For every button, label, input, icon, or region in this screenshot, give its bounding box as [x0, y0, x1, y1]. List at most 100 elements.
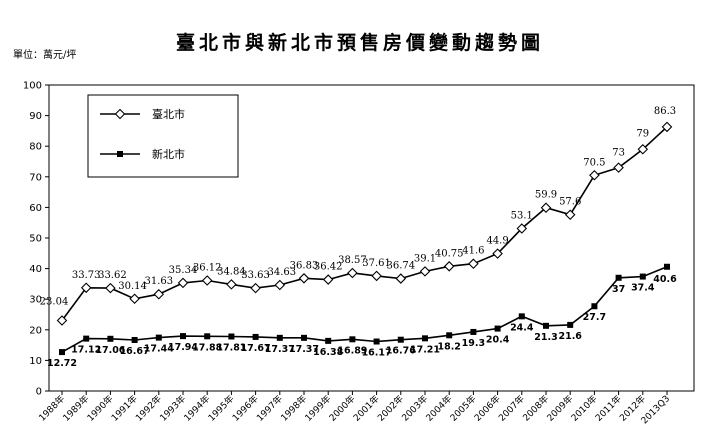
data-point-square: [349, 336, 356, 343]
data-point-diamond: [468, 258, 479, 269]
data-point-diamond: [637, 143, 649, 155]
y-tick-label: 70: [29, 172, 42, 183]
data-point-square: [567, 321, 574, 328]
data-label: 17.37: [289, 344, 319, 355]
data-point-square: [639, 273, 646, 280]
data-label: 16.38: [313, 347, 343, 358]
y-tick-label: 30: [29, 295, 42, 306]
x-tick-label: 1989年: [60, 393, 91, 424]
series-line-2: [61, 266, 668, 353]
x-tick-label: 1994年: [181, 393, 212, 424]
data-label: 44.9: [486, 236, 508, 247]
x-tick-label: 1993年: [157, 393, 188, 424]
y-tick-label: 90: [29, 111, 42, 122]
x-tick-label: 1995年: [205, 393, 236, 424]
data-point-square: [543, 322, 549, 329]
data-label: 59.9: [535, 190, 557, 201]
x-tick-label: 2002年: [375, 393, 406, 424]
data-point-square: [325, 337, 332, 344]
data-label: 12.72: [47, 358, 77, 369]
data-point-diamond: [105, 282, 116, 294]
data-point-diamond: [661, 121, 673, 133]
data-point-diamond: [153, 288, 165, 300]
legend-marker-square: [117, 151, 123, 157]
legend-label: 臺北市: [152, 107, 185, 121]
data-point-square: [397, 336, 404, 343]
data-label: 16.67: [120, 346, 150, 357]
data-label: 30.14: [118, 281, 147, 292]
data-label: 17.12: [71, 345, 101, 356]
data-label: 40.75: [435, 248, 464, 259]
data-label: 17.88: [192, 342, 222, 353]
data-point-square: [252, 333, 259, 340]
data-point-diamond: [56, 315, 68, 326]
data-point-diamond: [395, 273, 407, 284]
data-label: 33.62: [98, 270, 127, 281]
y-tick-label: 80: [29, 142, 42, 153]
data-point-square: [373, 338, 380, 345]
data-point-diamond: [80, 282, 92, 294]
unit-label: 單位：萬元/坪: [13, 50, 77, 61]
data-point-square: [470, 328, 477, 335]
data-point-diamond: [443, 261, 455, 272]
data-point-diamond: [250, 282, 261, 294]
data-label: 20.4: [486, 335, 510, 346]
chart-title: 臺北市與新北市預售房價變動趨勢圖: [175, 32, 544, 54]
data-point-square: [615, 274, 622, 281]
data-label: 36.83: [290, 260, 319, 271]
data-label: 35.34: [169, 265, 198, 276]
data-label: 17.67: [241, 343, 271, 354]
data-point-diamond: [564, 209, 576, 221]
data-point-diamond: [177, 277, 189, 289]
y-tick-label: 40: [29, 264, 42, 275]
data-label: 21.6: [558, 331, 582, 342]
data-point-square: [83, 335, 90, 342]
data-point-square: [301, 334, 307, 341]
data-point-square: [228, 333, 235, 340]
data-label: 34.63: [267, 267, 296, 278]
data-point-square: [446, 332, 453, 339]
data-label: 33.73: [72, 270, 101, 281]
data-label: 37.61: [362, 258, 391, 269]
x-tick-label: 1991年: [109, 393, 140, 424]
data-point-diamond: [347, 267, 358, 279]
y-tick-label: 0: [36, 387, 42, 398]
data-point-square: [131, 336, 138, 343]
data-label: 18.2: [437, 341, 460, 352]
data-label: 37.4: [631, 283, 655, 294]
data-labels: 23.04 33.7333.6230.1431.6335.3436.1234.84…: [40, 106, 677, 369]
data-point-diamond: [371, 270, 382, 282]
data-point-diamond: [589, 169, 600, 181]
data-label: 86.3: [654, 106, 676, 117]
legend-label: 新北市: [152, 147, 185, 161]
data-label: 36.74: [386, 261, 415, 272]
y-axis-ticks: 0 10 20 30 40 50 60 70 80 90 100: [23, 81, 49, 398]
data-point-square: [276, 334, 283, 341]
x-tick-label: 1998年: [278, 393, 309, 424]
data-point-square: [204, 333, 211, 340]
data-label: 37: [612, 284, 625, 295]
data-point-square: [422, 335, 428, 342]
data-point-diamond: [613, 162, 624, 173]
y-tick-label: 60: [29, 203, 42, 214]
data-label: 33.63: [241, 270, 270, 281]
legend-box: [87, 94, 239, 178]
data-point-square: [591, 303, 598, 310]
data-point-diamond: [129, 293, 140, 305]
data-point-square: [180, 333, 186, 340]
y-tick-label: 10: [29, 356, 42, 367]
x-tick-label: 1997年: [254, 393, 285, 424]
data-label: 27.7: [583, 312, 606, 323]
data-label: 16.89: [337, 345, 367, 356]
data-point-diamond: [274, 279, 286, 291]
x-tick-label: 2007年: [496, 393, 527, 424]
data-point-square: [494, 325, 501, 332]
y-tick-label: 100: [23, 81, 42, 92]
data-label: 57.6: [559, 197, 581, 208]
data-label: 41.6: [462, 246, 484, 257]
y-tick-label: 50: [29, 234, 42, 245]
data-label: 36.12: [193, 262, 222, 273]
data-label: 17.44: [144, 344, 174, 355]
x-tick-label: 1999年: [302, 393, 333, 424]
data-point-diamond: [226, 279, 237, 290]
